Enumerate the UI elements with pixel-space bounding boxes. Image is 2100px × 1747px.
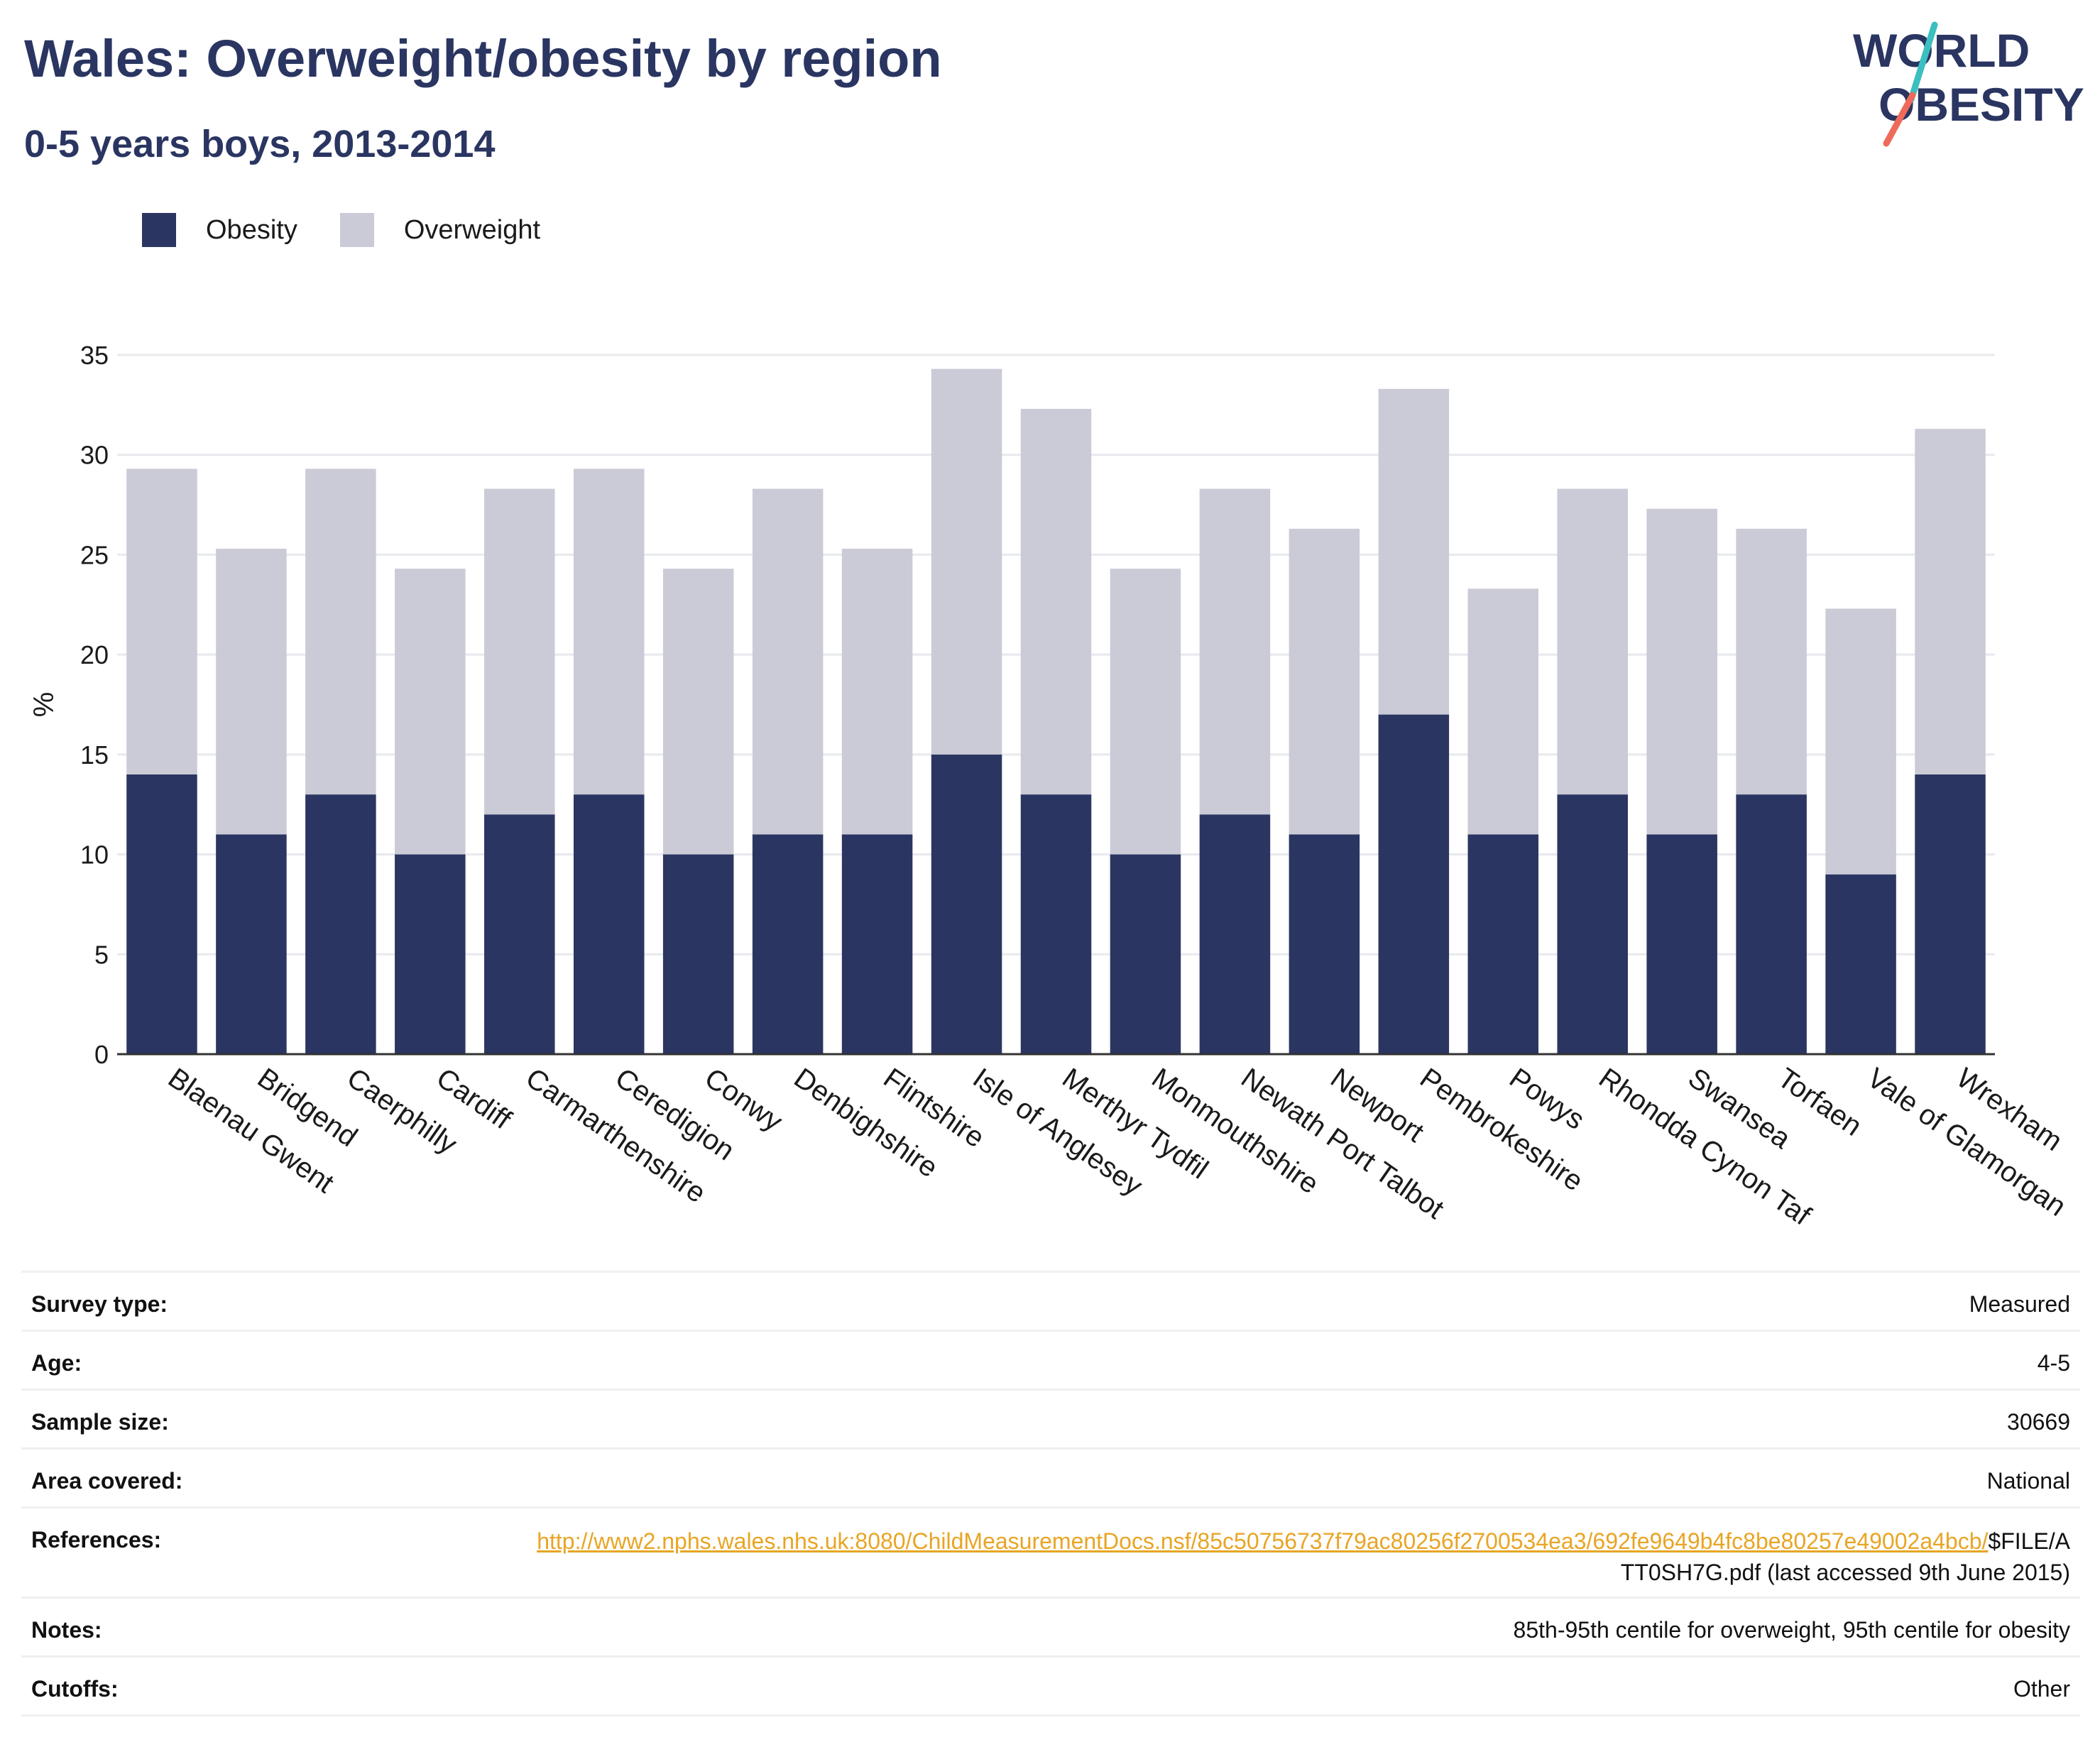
legend-label-overweight: Overweight xyxy=(403,214,541,245)
chart-legend: Obesity Overweight xyxy=(142,210,583,250)
bar-obesity-isle-of-anglesey[interactable] xyxy=(931,754,1002,1054)
y-tick-label: 25 xyxy=(80,540,109,569)
bar-obesity-conwy[interactable] xyxy=(662,854,734,1054)
bar-obesity-cardiff[interactable] xyxy=(395,854,466,1054)
legend-item-overweight[interactable]: Overweight xyxy=(339,213,541,247)
bar-overweight-torfaen[interactable] xyxy=(1736,528,1807,795)
y-tick-label: 35 xyxy=(80,341,109,370)
bar-obesity-monmouthshire[interactable] xyxy=(1110,854,1181,1054)
bar-obesity-newport[interactable] xyxy=(1289,834,1360,1054)
info-row-sample-size: Sample size: 30669 xyxy=(21,1389,2080,1447)
bar-overweight-newath-port-talbot[interactable] xyxy=(1199,488,1271,815)
info-row-notes: Notes: 85th-95th centile for overweight,… xyxy=(21,1597,2080,1655)
bar-obesity-flintshire[interactable] xyxy=(841,834,913,1054)
y-tick-label: 15 xyxy=(80,740,109,770)
chart-title: Wales: Overweight/obesity by region xyxy=(24,29,942,88)
bar-obesity-wrexham[interactable] xyxy=(1915,774,1986,1054)
bar-obesity-blaenau-gwent[interactable] xyxy=(126,774,197,1054)
y-tick-label: 30 xyxy=(80,441,109,470)
bar-obesity-bridgend[interactable] xyxy=(216,834,287,1054)
reference-value: http://www2.nphs.wales.nhs.uk:8080/Child… xyxy=(537,1508,2070,1595)
info-row-cutoffs: Cutoffs: Other xyxy=(21,1655,2080,1716)
reference-file-text: $FILE/ATT0SH7G.pdf (last accessed 9th Ju… xyxy=(1620,1528,2070,1585)
bar-overweight-isle-of-anglesey[interactable] xyxy=(931,368,1002,755)
reference-link[interactable]: http://www2.nphs.wales.nhs.uk:8080/Child… xyxy=(537,1528,1989,1554)
bar-overweight-monmouthshire[interactable] xyxy=(1110,569,1181,855)
info-row-age: Age: 4-5 xyxy=(21,1330,2080,1389)
bar-overweight-wrexham[interactable] xyxy=(1915,429,1986,774)
survey-info-table: Survey type: Measured Age: 4-5 Sample si… xyxy=(21,1271,2080,1716)
y-tick-label: 10 xyxy=(80,840,109,870)
info-label: Survey type: xyxy=(31,1291,168,1317)
info-label: Notes: xyxy=(31,1617,102,1643)
bar-obesity-vale-of-glamorgan[interactable] xyxy=(1825,874,1896,1054)
info-label: Area covered: xyxy=(31,1468,183,1494)
info-value: Measured xyxy=(1969,1291,2070,1317)
bar-overweight-bridgend[interactable] xyxy=(216,548,287,835)
legend-label-obesity: Obesity xyxy=(206,214,297,245)
bar-overweight-blaenau-gwent[interactable] xyxy=(126,469,197,774)
bar-obesity-rhondda-cynon-taf[interactable] xyxy=(1557,794,1628,1054)
info-value: National xyxy=(1986,1468,2070,1494)
bar-obesity-merthyr-tydfil[interactable] xyxy=(1020,794,1092,1054)
bar-overweight-powys[interactable] xyxy=(1467,588,1539,835)
bar-obesity-ceredigion[interactable] xyxy=(573,794,645,1054)
bar-overweight-swansea[interactable] xyxy=(1646,508,1717,835)
info-value: Other xyxy=(2013,1676,2070,1702)
bar-overweight-vale-of-glamorgan[interactable] xyxy=(1825,608,1896,875)
y-tick-label: 20 xyxy=(80,640,109,669)
logo-text-world: WORLD xyxy=(1853,24,2030,77)
info-row-survey-type: Survey type: Measured xyxy=(21,1271,2080,1330)
y-tick-label: 0 xyxy=(94,1040,109,1069)
y-tick-label: 5 xyxy=(94,940,109,969)
bar-overweight-denbighshire[interactable] xyxy=(752,488,824,835)
bar-overweight-carmarthenshire[interactable] xyxy=(484,488,555,815)
info-row-area-covered: Area covered: National xyxy=(21,1447,2080,1506)
bar-overweight-rhondda-cynon-taf[interactable] xyxy=(1557,488,1628,795)
bar-obesity-caerphilly[interactable] xyxy=(305,794,376,1054)
info-value: 85th-95th centile for overweight, 95th c… xyxy=(1513,1617,2070,1643)
bar-overweight-conwy[interactable] xyxy=(662,569,734,855)
bar-obesity-newath-port-talbot[interactable] xyxy=(1199,814,1271,1054)
bar-obesity-carmarthenshire[interactable] xyxy=(484,814,555,1054)
bar-obesity-swansea[interactable] xyxy=(1646,834,1717,1054)
x-tick-label: Pembrokeshire xyxy=(1414,1062,1589,1197)
bar-obesity-denbighshire[interactable] xyxy=(752,834,824,1054)
info-value: 4-5 xyxy=(2037,1350,2070,1376)
bar-overweight-ceredigion[interactable] xyxy=(573,469,645,795)
x-tick-label: Blaenau Gwent xyxy=(163,1062,339,1199)
bar-overweight-newport[interactable] xyxy=(1289,528,1360,835)
info-label: Sample size: xyxy=(31,1409,169,1435)
bar-overweight-flintshire[interactable] xyxy=(841,548,913,835)
logo-slash-teal-icon xyxy=(1908,21,1938,103)
bar-overweight-caerphilly[interactable] xyxy=(305,469,376,795)
legend-item-obesity[interactable]: Obesity xyxy=(142,213,297,247)
world-obesity-logo: WORLD OBESITY xyxy=(1853,21,2084,147)
info-label: Cutoffs: xyxy=(31,1676,119,1702)
bar-overweight-cardiff[interactable] xyxy=(395,569,466,855)
y-axis-label: % xyxy=(28,692,60,718)
info-row-references: References: http://www2.nphs.wales.nhs.u… xyxy=(21,1506,2080,1597)
bar-obesity-torfaen[interactable] xyxy=(1736,794,1807,1054)
bar-overweight-pembrokeshire[interactable] xyxy=(1378,388,1450,715)
bar-obesity-pembrokeshire[interactable] xyxy=(1378,714,1450,1054)
logo-slash-coral-icon xyxy=(1883,92,1916,147)
info-value: 30669 xyxy=(2007,1409,2070,1435)
bar-overweight-merthyr-tydfil[interactable] xyxy=(1020,408,1092,795)
info-label: References: xyxy=(31,1527,162,1552)
legend-swatch-obesity xyxy=(142,213,176,247)
chart-subtitle: 0-5 years boys, 2013-2014 xyxy=(24,123,496,165)
legend-swatch-overweight xyxy=(339,213,374,247)
info-label: Age: xyxy=(31,1350,82,1376)
bar-obesity-powys[interactable] xyxy=(1467,834,1539,1054)
